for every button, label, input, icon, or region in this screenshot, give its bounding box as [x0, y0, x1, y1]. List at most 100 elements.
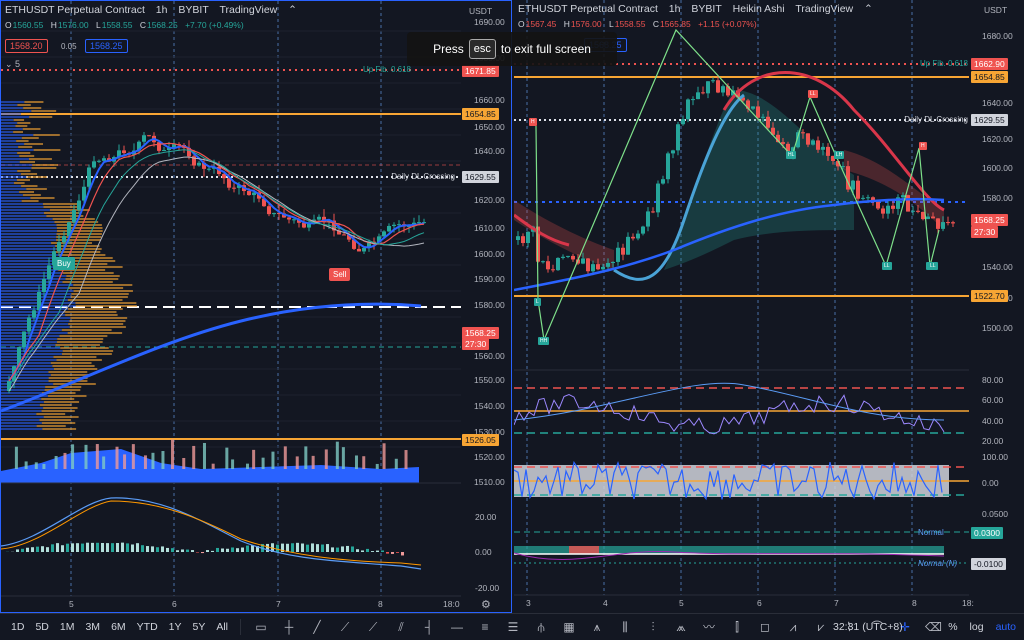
volume-profile-bar — [1, 164, 33, 166]
buy-price-button[interactable]: 1568.25 — [85, 39, 128, 53]
currency-label[interactable]: USDT — [984, 5, 1008, 15]
settings-gear-icon[interactable]: ⚙ — [481, 599, 491, 611]
elliott-wave-icon[interactable]: ⩗ — [817, 620, 825, 634]
candle-body — [571, 255, 575, 260]
indicators-toggle[interactable]: ⌄ 5 — [5, 59, 20, 70]
histogram-bar — [201, 552, 204, 554]
histogram-bar — [341, 546, 344, 552]
volume-profile-bar — [1, 296, 71, 298]
volume-profile-bar — [56, 239, 102, 241]
timeframe-1d[interactable]: 1D — [11, 621, 25, 633]
price-tick: 1600.00 — [982, 163, 1013, 173]
histogram-bar — [206, 550, 209, 552]
projection-icon[interactable]: ⩕ — [676, 620, 686, 634]
candle-body — [641, 226, 645, 234]
symbol-name[interactable]: ETHUSDT Perpetual Contract — [518, 3, 658, 15]
fib-retracement-icon[interactable]: ☰ — [507, 620, 519, 634]
timeframe-all[interactable]: All — [216, 621, 229, 633]
head-shoulders-icon[interactable]: ⌇ — [846, 620, 852, 634]
timeframe-1y[interactable]: 1Y — [168, 621, 182, 633]
bars-pattern-icon[interactable]: ⫶ — [651, 620, 655, 634]
left-chart-panel[interactable]: ETHUSDT Perpetual Contract 1h BYBIT Trad… — [0, 0, 512, 613]
volume-profile-bar — [42, 203, 78, 205]
eraser-icon[interactable]: ⌫ — [925, 620, 942, 634]
histogram-bar — [266, 543, 269, 552]
fib-level-price: 1671.85 — [462, 65, 499, 77]
crosshair-icon[interactable]: ✛ — [899, 620, 911, 634]
candle-body — [207, 168, 211, 170]
right-chart-canvas[interactable] — [514, 0, 1024, 613]
timeframe-6m[interactable]: 6M — [111, 621, 126, 633]
candle-body — [856, 180, 860, 199]
currency-label[interactable]: USDT — [469, 6, 493, 16]
timeframe-5y[interactable]: 5Y — [192, 621, 206, 633]
extended-line-icon[interactable]: ⟋ — [368, 620, 378, 634]
xabcd-pattern-icon[interactable]: ⩘ — [789, 620, 797, 634]
volume-profile-bar — [56, 248, 102, 250]
arc-icon[interactable]: ⌒ — [871, 620, 884, 634]
timeframe-ytd[interactable]: YTD — [136, 621, 158, 633]
channel-icon[interactable]: ⫽ — [398, 620, 404, 634]
candle-body — [676, 124, 680, 151]
cursor-icon[interactable]: ┼ — [284, 620, 294, 634]
log-toggle[interactable]: log — [969, 621, 984, 633]
auto-toggle[interactable]: auto — [995, 621, 1016, 633]
candle-body — [541, 261, 545, 263]
pitchfork-icon[interactable]: ⫛ — [537, 620, 545, 634]
price-tick: 1620.00 — [982, 134, 1013, 144]
price-tick: 1540.00 — [982, 262, 1013, 272]
time-tick: 4 — [603, 598, 608, 608]
candle-body — [931, 216, 935, 219]
sell-price-button[interactable]: 1568.20 — [5, 39, 48, 53]
right-chart-panel[interactable]: ETHUSDT Perpetual Contract 1h BYBIT Heik… — [514, 0, 1024, 613]
gann-box-icon[interactable]: ▦ — [563, 620, 575, 634]
high-value: 1576.00 — [57, 20, 89, 30]
volume-profile-bar — [1, 224, 57, 226]
volume-profile-bar — [44, 389, 81, 391]
brush-icon[interactable]: 〰 — [703, 620, 716, 634]
parallel-channel-icon[interactable]: ≡ — [481, 620, 489, 634]
horizontal-ray-icon[interactable]: — — [451, 620, 464, 634]
right-chart-header: ETHUSDT Perpetual Contract 1h BYBIT Heik… — [518, 3, 881, 15]
histogram-bar — [36, 546, 39, 552]
chevron-up-icon[interactable]: ⌃ — [864, 3, 873, 15]
horizontal-line-icon[interactable]: ┤ — [424, 620, 434, 634]
timeframe-1m[interactable]: 1M — [59, 621, 75, 633]
volume-profile-bar — [56, 224, 102, 226]
candles-icon[interactable]: ⫿ — [735, 620, 739, 634]
rsi-tick: 20.00 — [982, 436, 1004, 446]
volume-profile-bar — [1, 395, 49, 397]
histogram-bar — [326, 544, 329, 552]
daily-dl-label: Daily DL Crossing — [904, 115, 968, 124]
volume-profile-bar — [1, 281, 63, 283]
interval-label[interactable]: 1h — [155, 4, 168, 16]
timeframe-3m[interactable]: 3M — [85, 621, 101, 633]
histogram-bar — [371, 551, 374, 552]
clock-label[interactable]: 32:31 (UTC+8) — [833, 621, 903, 633]
volume-profile-bar — [73, 284, 133, 286]
timeframe-5d[interactable]: 5D — [35, 621, 49, 633]
histogram-bar — [211, 550, 214, 552]
fib-timezone-icon[interactable]: ⫼ — [622, 620, 628, 634]
volume-profile-bar — [65, 278, 119, 280]
candle-body — [222, 174, 226, 179]
support-level-price: 1522.70 — [971, 290, 1008, 302]
left-chart-canvas[interactable] — [1, 1, 512, 613]
interval-label[interactable]: 1h — [668, 3, 681, 15]
candle-body — [631, 236, 635, 239]
chevron-up-icon[interactable]: ⌃ — [288, 4, 297, 16]
ray-icon[interactable]: ⟋ — [340, 620, 350, 634]
rectangle-icon[interactable]: ◻ — [760, 620, 770, 634]
volume-profile-bar — [42, 428, 77, 430]
moving-average-line — [8, 156, 425, 392]
volume-profile-bar — [50, 362, 92, 364]
trend-line-icon[interactable]: ╱ — [313, 620, 321, 634]
percent-toggle[interactable]: % — [948, 621, 958, 633]
histogram-bar — [276, 544, 279, 552]
volume-profile-bar — [1, 347, 61, 349]
volume-profile-bar — [1, 209, 50, 211]
date-range-icon[interactable]: ▭ — [255, 620, 267, 634]
symbol-name[interactable]: ETHUSDT Perpetual Contract — [5, 4, 145, 16]
last-price-tag: 1568.25 — [462, 327, 499, 339]
fib-fan-icon[interactable]: ⩚ — [593, 620, 601, 634]
